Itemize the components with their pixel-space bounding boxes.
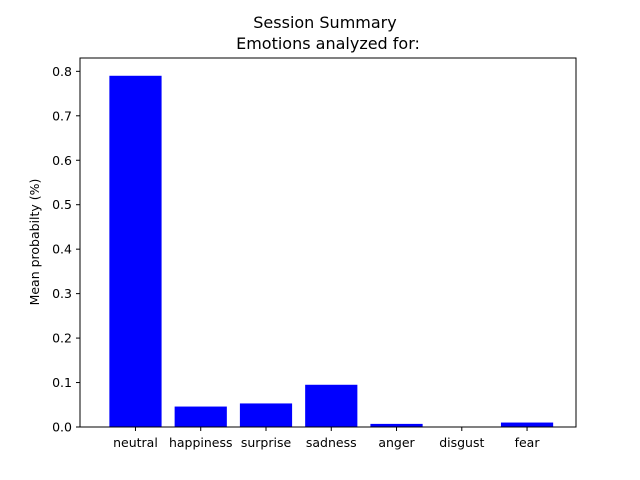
- x-tick-label: disgust: [439, 435, 484, 450]
- y-axis: 0.0 0.1 0.2 0.3 0.4 0.5 0.6 0.7 0.8: [52, 64, 80, 435]
- y-tick-label: 0.0: [52, 420, 72, 435]
- y-tick-label: 0.7: [52, 108, 72, 123]
- bars-group: [109, 75, 554, 427]
- y-tick-label: 0.2: [52, 331, 72, 346]
- y-tick-label: 0.1: [52, 375, 72, 390]
- bar-neutral: [109, 75, 162, 427]
- y-tick-label: 0.3: [52, 286, 72, 301]
- x-tick-label: happiness: [169, 435, 233, 450]
- x-tick-label: surprise: [241, 435, 292, 450]
- y-tick-label: 0.8: [52, 64, 72, 79]
- y-axis-label: Mean probabilty (%): [27, 179, 42, 306]
- bar-sadness: [305, 384, 358, 427]
- chart-subtitle: Emotions analyzed for:: [236, 34, 420, 53]
- chart-title: Session Summary: [253, 13, 396, 32]
- y-tick-label: 0.4: [52, 242, 72, 257]
- x-tick-label: neutral: [113, 435, 158, 450]
- y-tick-label: 0.6: [52, 153, 72, 168]
- plot-frame: [79, 57, 577, 428]
- x-tick-label: anger: [378, 435, 415, 450]
- bar-happiness: [174, 406, 227, 427]
- x-axis: neutral happiness surprise sadness anger disg…: [113, 427, 540, 450]
- x-tick-label: fear: [515, 435, 541, 450]
- bar-fear: [500, 422, 554, 427]
- y-tick-label: 0.5: [52, 197, 72, 212]
- bar-surprise: [239, 403, 293, 427]
- x-tick-label: sadness: [306, 435, 357, 450]
- bar-anger: [370, 423, 423, 427]
